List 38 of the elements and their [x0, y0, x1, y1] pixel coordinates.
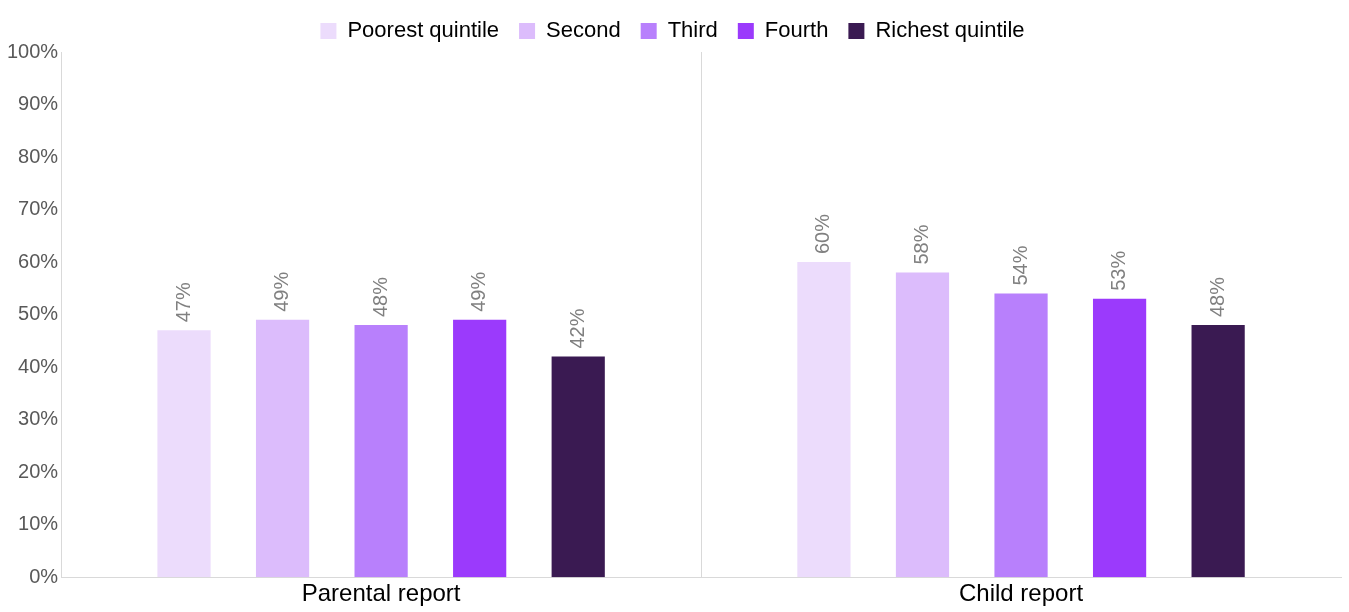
data-label: 48%	[368, 276, 391, 318]
data-label: 54%	[1008, 245, 1031, 286]
legend-label: Poorest quintile	[347, 17, 500, 43]
bar	[354, 325, 408, 578]
bar	[453, 319, 507, 578]
bar	[157, 330, 211, 578]
bar	[1191, 325, 1245, 578]
legend-label: Richest quintile	[875, 17, 1025, 43]
data-label: 48%	[1205, 276, 1228, 318]
y-tick-label: 0%	[29, 564, 59, 587]
y-tick-label: 60%	[18, 249, 59, 272]
data-label: 53%	[1107, 250, 1130, 291]
data-label: 47%	[171, 282, 194, 323]
y-tick-label: 40%	[18, 354, 59, 377]
y-tick-label: 90%	[18, 92, 59, 115]
bar	[895, 272, 950, 578]
legend-label: Third	[667, 17, 718, 43]
x-tick-label: Parental report	[301, 579, 461, 607]
bar	[797, 262, 851, 578]
data-label: 49%	[467, 271, 490, 312]
legend-label: Second	[546, 17, 621, 43]
y-tick-label: 70%	[18, 197, 59, 220]
bar	[1092, 298, 1147, 578]
y-tick-label: 30%	[18, 407, 59, 430]
data-label: 42%	[565, 308, 588, 349]
y-tick-label: 10%	[18, 512, 59, 535]
bar	[255, 319, 310, 578]
y-tick-label: 50%	[18, 302, 59, 325]
x-tick-label: Child report	[959, 579, 1084, 607]
legend-label: Fourth	[764, 17, 829, 43]
bar	[994, 293, 1048, 578]
data-label: 49%	[270, 271, 293, 312]
data-label: 60%	[811, 213, 834, 255]
y-tick-label: 100%	[7, 39, 59, 62]
y-tick-label: 20%	[18, 459, 59, 482]
y-tick-label: 80%	[18, 144, 59, 167]
data-label: 58%	[910, 224, 933, 265]
bar	[551, 356, 605, 578]
